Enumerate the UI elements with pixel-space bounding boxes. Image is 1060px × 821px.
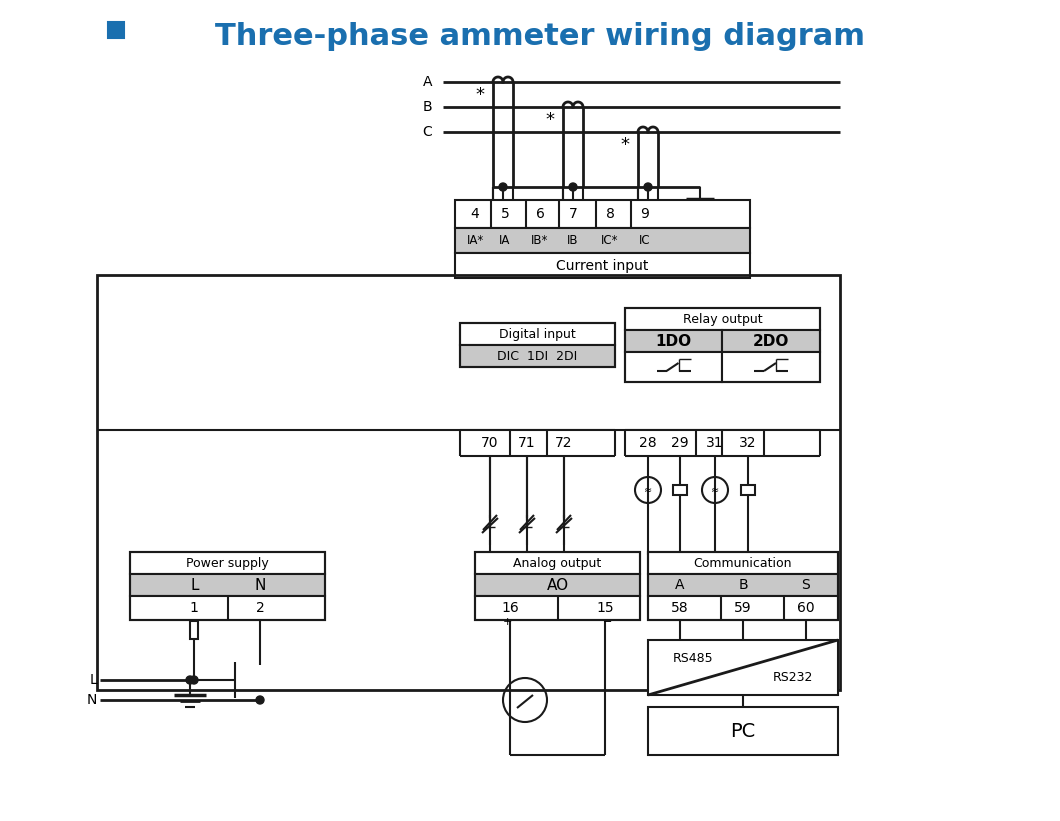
Bar xyxy=(460,323,615,367)
Text: IB: IB xyxy=(567,234,579,247)
Text: 2: 2 xyxy=(257,601,265,615)
Text: 1DO: 1DO xyxy=(655,333,691,348)
Text: *: * xyxy=(476,86,484,104)
Text: 71: 71 xyxy=(518,436,535,450)
Text: *: * xyxy=(546,111,554,129)
Text: Relay output: Relay output xyxy=(683,313,762,325)
Circle shape xyxy=(499,183,507,191)
Bar xyxy=(130,552,325,620)
Text: N: N xyxy=(87,693,98,707)
Bar xyxy=(108,22,124,38)
Text: Three-phase ammeter wiring diagram: Three-phase ammeter wiring diagram xyxy=(215,21,865,51)
Bar xyxy=(455,253,750,278)
Circle shape xyxy=(257,696,264,704)
Bar xyxy=(673,485,687,495)
Text: B: B xyxy=(738,578,747,592)
Bar xyxy=(648,596,838,620)
Bar xyxy=(130,574,325,596)
Text: *: * xyxy=(620,136,630,154)
Bar xyxy=(455,200,750,228)
Bar xyxy=(475,574,640,596)
Bar xyxy=(722,330,820,352)
Text: AO: AO xyxy=(547,577,568,593)
Text: 8: 8 xyxy=(605,207,615,221)
Text: 32: 32 xyxy=(739,436,757,450)
Text: C: C xyxy=(422,125,432,139)
Bar xyxy=(98,275,840,690)
Bar xyxy=(475,596,640,620)
Text: A: A xyxy=(423,75,432,89)
Text: Digital input: Digital input xyxy=(499,328,576,341)
Bar xyxy=(625,352,722,382)
Bar xyxy=(648,552,838,620)
Bar xyxy=(460,430,615,456)
Text: A: A xyxy=(675,578,685,592)
Bar xyxy=(625,430,820,456)
Bar xyxy=(648,640,838,695)
Text: IB*: IB* xyxy=(531,234,549,247)
Text: 28: 28 xyxy=(639,436,657,450)
Text: Communication: Communication xyxy=(693,557,792,570)
Bar xyxy=(722,352,820,382)
Bar xyxy=(130,596,325,620)
Text: L: L xyxy=(89,673,98,687)
Bar xyxy=(648,552,838,574)
Bar xyxy=(475,552,640,620)
Text: 60: 60 xyxy=(797,601,815,615)
Bar xyxy=(475,552,640,574)
Text: B: B xyxy=(422,100,432,114)
Text: 72: 72 xyxy=(555,436,572,450)
Text: S: S xyxy=(801,578,811,592)
Text: RS232: RS232 xyxy=(773,671,813,684)
Text: IC*: IC* xyxy=(601,234,619,247)
Bar xyxy=(130,552,325,574)
Bar xyxy=(460,323,615,345)
Bar xyxy=(625,330,722,352)
Text: Power supply: Power supply xyxy=(187,557,269,570)
Bar xyxy=(648,574,838,596)
Bar xyxy=(455,228,750,253)
Text: 9: 9 xyxy=(640,207,650,221)
Text: L: L xyxy=(190,577,198,593)
Text: RS485: RS485 xyxy=(673,652,713,664)
Bar xyxy=(190,621,198,639)
Text: 6: 6 xyxy=(535,207,545,221)
Bar xyxy=(741,485,755,495)
Bar xyxy=(648,707,838,755)
Text: 7: 7 xyxy=(568,207,578,221)
Text: DIC  1DI  2DI: DIC 1DI 2DI xyxy=(497,350,578,363)
Bar xyxy=(625,308,820,330)
Text: ≈: ≈ xyxy=(711,485,719,495)
Circle shape xyxy=(186,676,194,684)
Bar xyxy=(460,345,615,367)
Text: 15: 15 xyxy=(596,601,614,615)
Text: N: N xyxy=(255,577,266,593)
Text: 1: 1 xyxy=(190,601,199,615)
Text: 4: 4 xyxy=(471,207,479,221)
Text: 2DO: 2DO xyxy=(753,333,790,348)
Bar xyxy=(625,308,820,382)
Circle shape xyxy=(644,183,652,191)
Text: PC: PC xyxy=(730,722,756,741)
Text: IA: IA xyxy=(499,234,511,247)
Text: 5: 5 xyxy=(500,207,510,221)
Text: 29: 29 xyxy=(671,436,689,450)
Text: +: + xyxy=(502,617,512,627)
Text: Current input: Current input xyxy=(556,259,649,273)
Text: IC: IC xyxy=(639,234,651,247)
Text: ≈: ≈ xyxy=(643,485,652,495)
Text: 31: 31 xyxy=(706,436,724,450)
Text: Analog output: Analog output xyxy=(513,557,602,570)
Text: 70: 70 xyxy=(481,436,499,450)
Circle shape xyxy=(190,676,198,684)
Circle shape xyxy=(569,183,577,191)
Text: 16: 16 xyxy=(501,601,519,615)
Text: 58: 58 xyxy=(671,601,689,615)
Text: −: − xyxy=(603,617,613,627)
Text: IA*: IA* xyxy=(466,234,483,247)
Text: 59: 59 xyxy=(735,601,752,615)
